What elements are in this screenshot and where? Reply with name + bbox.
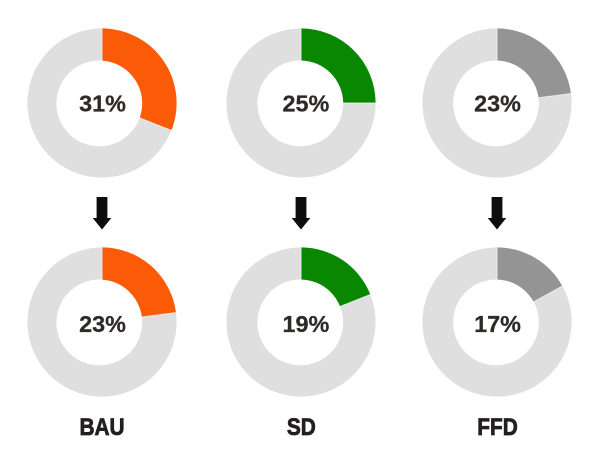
svg-text:19%: 19% xyxy=(282,311,329,337)
svg-text:SD: SD xyxy=(287,412,316,440)
svg-text:17%: 17% xyxy=(474,311,521,337)
svg-text:31%: 31% xyxy=(79,90,126,116)
svg-text:BAU: BAU xyxy=(79,412,124,440)
svg-text:23%: 23% xyxy=(79,311,126,337)
svg-text:FFD: FFD xyxy=(477,412,517,440)
svg-text:23%: 23% xyxy=(474,90,521,116)
svg-text:25%: 25% xyxy=(282,90,329,116)
